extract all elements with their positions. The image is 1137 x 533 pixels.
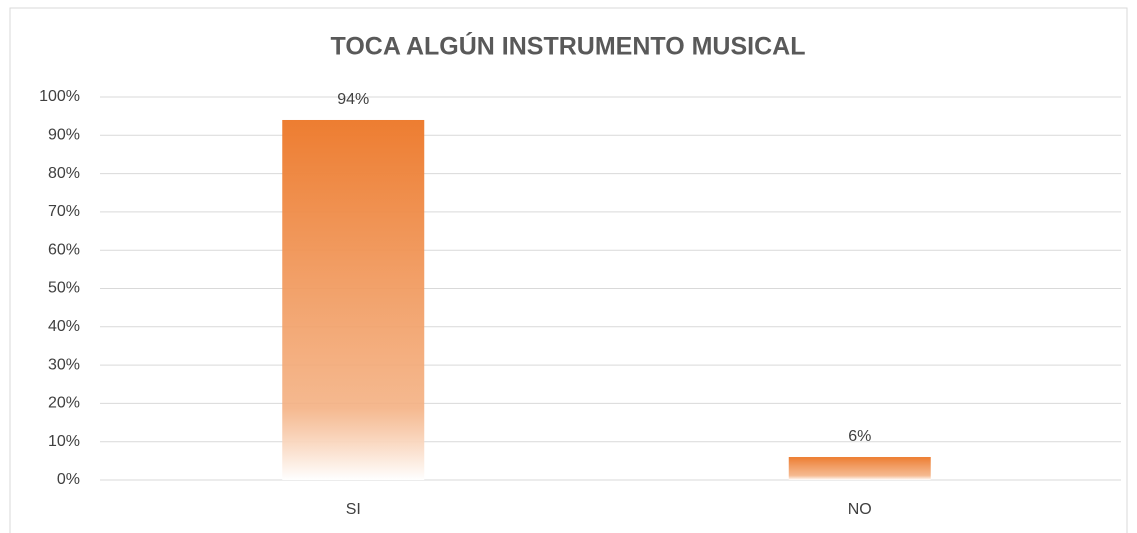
y-tick-label: 80% [48,165,80,182]
y-tick-label: 40% [48,318,80,335]
chart-border [9,7,1128,533]
bar [282,119,425,480]
y-tick-label: 90% [48,127,80,144]
y-tick-label: 60% [48,241,80,258]
y-tick-label: 100% [39,88,80,105]
x-tick-label: NO [848,501,872,518]
y-tick-label: 20% [48,395,80,412]
y-tick-label: 30% [48,356,80,373]
chart-title: TOCA ALGÚN INSTRUMENTO MUSICAL [331,31,806,61]
bar [788,457,931,480]
x-tick-label: SI [346,501,361,518]
y-tick-label: 0% [57,471,80,488]
data-label: 94% [337,91,369,108]
y-tick-label: 50% [48,280,80,297]
data-label: 6% [848,428,871,445]
y-tick-label: 70% [48,203,80,220]
y-tick-label: 10% [48,433,80,450]
